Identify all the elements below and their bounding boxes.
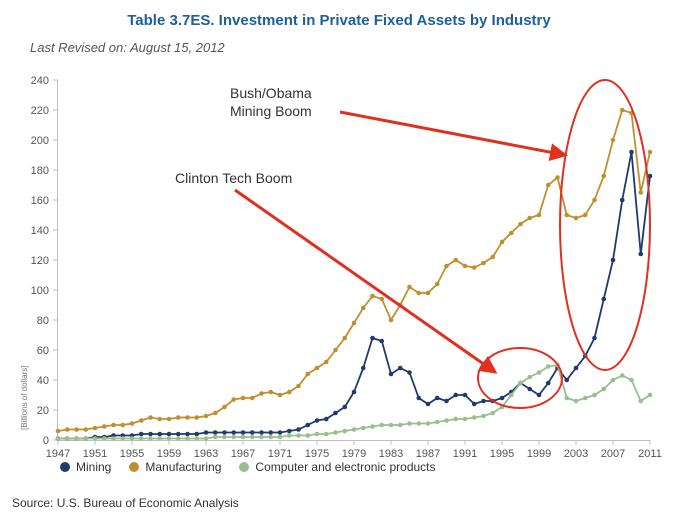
legend-label: Manufacturing — [145, 460, 221, 474]
legend-dot — [60, 462, 70, 472]
svg-text:100: 100 — [31, 285, 49, 297]
svg-text:1975: 1975 — [305, 448, 329, 460]
chart-svg: 0 20 40 60 80 100 120 140 160 180 200 220 240 1947 195… — [0, 0, 678, 519]
svg-text:2007: 2007 — [601, 448, 625, 460]
svg-text:80: 80 — [37, 315, 49, 327]
svg-text:60: 60 — [37, 345, 49, 357]
svg-text:40: 40 — [37, 375, 49, 387]
svg-text:1951: 1951 — [83, 448, 107, 460]
svg-text:1995: 1995 — [490, 448, 514, 460]
svg-text:0: 0 — [43, 435, 49, 447]
svg-text:240: 240 — [31, 75, 49, 87]
legend-item-manufacturing: Manufacturing — [129, 460, 221, 474]
legend-label: Computer and electronic products — [255, 460, 435, 474]
legend: Mining Manufacturing Computer and electr… — [60, 460, 436, 474]
svg-text:1959: 1959 — [157, 448, 181, 460]
svg-text:120: 120 — [31, 255, 49, 267]
svg-text:1987: 1987 — [416, 448, 440, 460]
svg-text:2011: 2011 — [638, 448, 662, 460]
svg-text:1983: 1983 — [379, 448, 403, 460]
svg-text:200: 200 — [31, 135, 49, 147]
svg-text:1991: 1991 — [453, 448, 477, 460]
svg-text:1999: 1999 — [527, 448, 551, 460]
source-text: Source: U.S. Bureau of Economic Analysis — [12, 496, 239, 510]
chart-container: Table 3.7ES. Investment in Private Fixed… — [0, 0, 678, 519]
svg-text:20: 20 — [37, 405, 49, 417]
svg-text:220: 220 — [31, 105, 49, 117]
svg-text:1963: 1963 — [194, 448, 218, 460]
svg-text:1967: 1967 — [231, 448, 255, 460]
svg-text:160: 160 — [31, 195, 49, 207]
legend-dot — [239, 462, 249, 472]
svg-text:1971: 1971 — [268, 448, 292, 460]
svg-text:140: 140 — [31, 225, 49, 237]
svg-text:180: 180 — [31, 165, 49, 177]
svg-text:1955: 1955 — [120, 448, 144, 460]
svg-text:1947: 1947 — [46, 448, 70, 460]
svg-text:1979: 1979 — [342, 448, 366, 460]
legend-item-computer: Computer and electronic products — [239, 460, 435, 474]
legend-item-mining: Mining — [60, 460, 111, 474]
svg-text:2003: 2003 — [564, 448, 588, 460]
legend-dot — [129, 462, 139, 472]
legend-label: Mining — [76, 460, 111, 474]
